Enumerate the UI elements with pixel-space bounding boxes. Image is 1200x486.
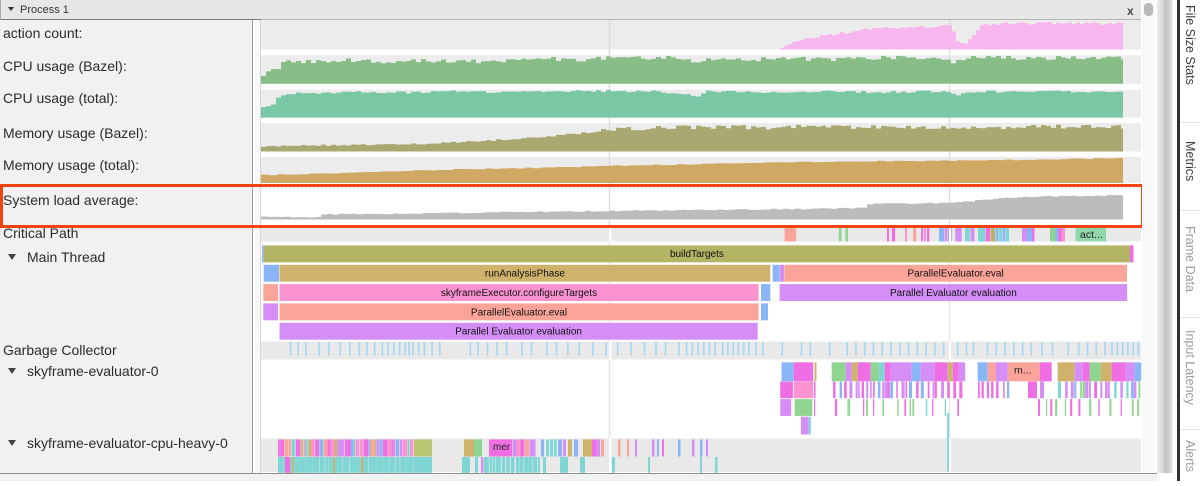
svg-text:Parallel Evaluator evaluation: Parallel Evaluator evaluation (455, 327, 582, 338)
svg-text:runAnalysisPhase: runAnalysisPhase (485, 269, 565, 280)
svg-text:buildTargets: buildTargets (670, 249, 724, 260)
svg-text:ParallelEvaluator.eval: ParallelEvaluator.eval (471, 307, 567, 318)
svg-text:Parallel Evaluator evaluation: Parallel Evaluator evaluation (890, 288, 1017, 299)
svg-text:act...: act... (1080, 229, 1103, 241)
svg-text:m...: m... (1014, 365, 1032, 377)
svg-text:skyframeExecutor.configureTarg: skyframeExecutor.configureTargets (441, 288, 597, 299)
svg-text:ParallelEvaluator.eval: ParallelEvaluator.eval (908, 269, 1004, 280)
svg-text:mer: mer (493, 442, 511, 453)
